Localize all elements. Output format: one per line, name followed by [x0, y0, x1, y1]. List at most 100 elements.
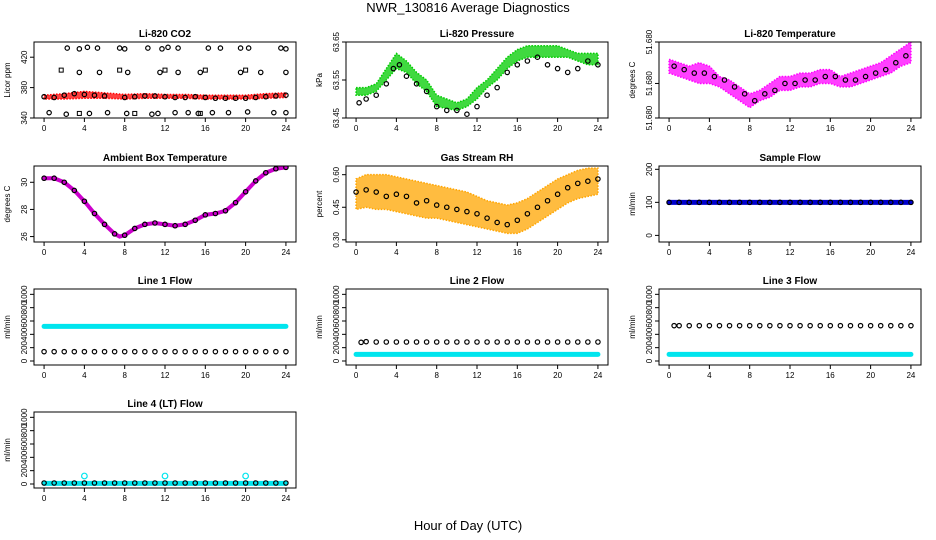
co2-point — [165, 44, 171, 51]
box_temp-point — [252, 178, 259, 184]
co2-point — [63, 111, 70, 118]
co2-xtick-label: 24 — [281, 124, 290, 133]
li_temp-point — [782, 80, 788, 87]
pressure-point — [524, 58, 531, 64]
line3-plot-area — [666, 322, 914, 357]
box_temp-xtick-label: 20 — [241, 248, 250, 257]
pressure-point — [494, 84, 500, 91]
li_temp-point — [711, 73, 718, 80]
co2-point — [243, 67, 249, 73]
line4-xtick-label: 12 — [161, 494, 170, 503]
co2-point — [175, 45, 181, 51]
line1-point — [142, 348, 148, 355]
co2-point — [242, 95, 249, 102]
pressure-point — [373, 92, 380, 99]
box_temp-point — [242, 188, 249, 195]
box_temp-ylabel: degrees C — [3, 185, 12, 222]
co2-point — [237, 69, 244, 76]
line1-point — [91, 348, 98, 355]
line4-ylabel: ml/min — [3, 438, 12, 462]
box_temp-point — [283, 166, 289, 171]
pressure-point — [484, 92, 490, 99]
line4-xtick-label: 20 — [241, 494, 250, 503]
sample_flow-point — [807, 199, 813, 206]
co2-point — [124, 69, 131, 76]
box_temp-point — [131, 225, 138, 232]
li_temp-point — [893, 59, 899, 66]
co2-point — [172, 94, 178, 101]
line4-point — [121, 480, 128, 486]
pressure-point — [396, 62, 403, 68]
line2-point — [363, 338, 369, 345]
line1-point — [212, 348, 219, 355]
co2-point — [271, 109, 277, 116]
li_temp-point — [832, 73, 839, 80]
rh-point — [474, 210, 480, 217]
li_temp-point — [772, 87, 778, 94]
line2-point — [514, 339, 521, 345]
sample_flow-point — [736, 199, 743, 206]
rh-point — [524, 210, 531, 217]
line4-point — [81, 480, 88, 486]
rh-point — [585, 178, 591, 185]
line4-ytick-label: 1000 — [20, 408, 29, 426]
line4-point — [232, 480, 239, 486]
line4-ytick-label: 0 — [20, 481, 29, 486]
co2-point — [145, 45, 151, 51]
line2-point — [554, 339, 561, 345]
line3-point — [676, 322, 682, 329]
co2-point — [104, 109, 111, 116]
rh-point — [413, 200, 420, 206]
pressure-point — [544, 62, 551, 68]
line4-point — [161, 472, 169, 480]
li_temp-title: Li-820 Temperature — [744, 29, 836, 40]
sample_flow-xtick-label: 0 — [667, 248, 672, 257]
line4-point — [202, 480, 209, 486]
co2-point — [123, 110, 130, 117]
line3-point — [827, 322, 834, 329]
line3-point — [736, 322, 743, 329]
rh-plot-area — [353, 167, 601, 235]
pressure-point — [554, 65, 561, 72]
co2-point — [262, 93, 269, 100]
box_temp-xtick-label: 16 — [201, 248, 210, 257]
line1-point — [283, 348, 289, 355]
line2-point — [373, 339, 380, 345]
panel-line1: Line 1 Flow ml/min 0 4 8 12 16 20 24 0 20040060080… — [3, 276, 297, 380]
line3-ytick-label: 600 — [645, 314, 654, 328]
line3-point — [716, 322, 723, 329]
co2-point — [117, 67, 123, 73]
line3-xtick-label: 4 — [707, 371, 712, 380]
line4-point — [162, 480, 168, 486]
line2-title: Line 2 Flow — [450, 276, 505, 287]
co2-point — [172, 109, 178, 116]
line2-point — [504, 339, 511, 345]
box_temp-ytick-label: 30 — [20, 177, 29, 186]
line2-xtick-label: 16 — [513, 371, 522, 380]
co2-point — [58, 67, 64, 73]
li_temp-xtick-label: 20 — [866, 124, 875, 133]
co2-point — [116, 45, 123, 51]
line2-point — [595, 339, 601, 345]
li_temp-point — [842, 77, 849, 83]
line2-xtick-label: 24 — [593, 371, 602, 380]
box_temp-point — [121, 232, 128, 239]
line4-point — [242, 480, 249, 486]
line1-ytick-label: 1000 — [20, 285, 29, 303]
line3-ytick-label: 0 — [645, 358, 654, 363]
sample_flow-point — [686, 199, 693, 206]
co2-point — [225, 109, 232, 116]
panel-box_temp: Ambient Box Temperature degrees C 0 4 8 12 16 2… — [3, 153, 297, 257]
sample_flow-xtick-label: 12 — [786, 248, 795, 257]
box_temp-point — [142, 221, 148, 228]
box_temp-xtick-label: 4 — [82, 248, 87, 257]
line3-point — [847, 322, 854, 329]
box_temp-point — [91, 210, 98, 217]
line4-xtick-label: 0 — [42, 494, 47, 503]
line4-ytick-label: 800 — [20, 423, 29, 437]
li_temp-point — [721, 77, 728, 83]
li_temp-xtick-label: 16 — [826, 124, 835, 133]
pressure-point — [443, 107, 450, 114]
li_temp-point — [862, 73, 869, 80]
